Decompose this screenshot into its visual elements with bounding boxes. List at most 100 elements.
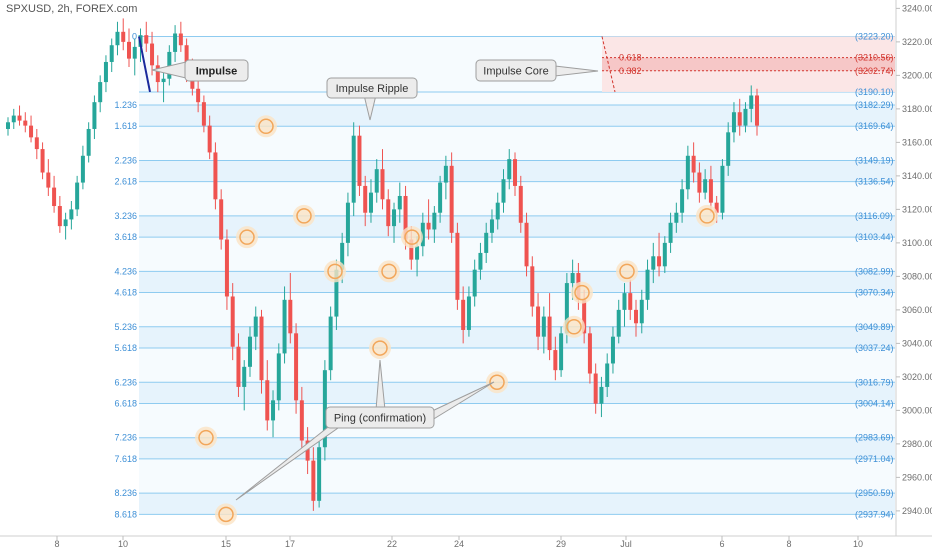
ping-halo: [215, 503, 237, 526]
candle-body: [547, 316, 552, 351]
ping-markers: [195, 115, 718, 526]
fib-band: [139, 493, 895, 515]
fib-ratio-label: 6.236: [114, 377, 137, 387]
fib-ratio-label: 8.618: [114, 509, 137, 519]
candle-body: [726, 132, 731, 166]
candle-body: [345, 202, 350, 243]
candle-body: [455, 232, 460, 300]
y-tick-label: 3100.00: [902, 238, 932, 248]
x-tick-label: 8: [54, 539, 59, 549]
y-tick-label: 2980.00: [902, 439, 932, 449]
fib-price-label: (2971.04): [855, 454, 894, 464]
candle-body: [553, 350, 558, 371]
candle-body: [737, 112, 742, 126]
candle-body: [374, 169, 379, 193]
ping-halo: [571, 281, 593, 304]
fib-ratio-label: 2.618: [114, 177, 137, 187]
candle-body: [103, 61, 108, 83]
candle-body: [150, 43, 155, 66]
candle-body: [639, 299, 644, 324]
ping-halo: [293, 204, 315, 227]
candle-body: [230, 296, 235, 347]
ping-ring: [218, 506, 234, 523]
callouts: Impulse Impulse Ripple Impulse Core Ping (c…: [151, 59, 599, 501]
candle-body: [426, 222, 431, 230]
candle-body: [651, 256, 656, 270]
fib-ratio-label: 8.236: [114, 488, 137, 498]
candle-body: [397, 195, 402, 210]
fib-band: [139, 437, 895, 459]
y-tick-label: 3080.00: [902, 271, 932, 281]
candle-body: [536, 306, 541, 337]
candle-body: [478, 252, 483, 270]
candle-body: [311, 460, 316, 501]
ping-ring: [574, 284, 590, 301]
fib-ratio-label: 4.236: [114, 266, 137, 276]
candle-body: [368, 192, 373, 213]
candle-body: [749, 95, 754, 109]
candle-body: [605, 363, 610, 387]
candle-body: [495, 202, 500, 220]
y-tick-label: 3200.00: [902, 70, 932, 80]
fib-price-label: (3116.09): [855, 211, 893, 221]
candle-body: [40, 149, 45, 173]
candle-body: [570, 273, 575, 284]
fib-price-label: (3070.34): [855, 288, 894, 298]
candle-body: [69, 209, 74, 220]
candle-body: [161, 78, 166, 83]
candle-body: [126, 41, 131, 59]
candle-body: [622, 293, 627, 310]
x-tick-label: 15: [221, 539, 231, 549]
candle-body: [392, 209, 397, 227]
y-tick-label: 3120.00: [902, 204, 932, 214]
candle-body: [363, 185, 368, 213]
candle-body: [196, 88, 201, 103]
fib-ratio-label: 4.618: [114, 288, 137, 298]
fib-labels: 0 (3223.20) (3190.10) 1.236 (3182.29) 1.618 (3…: [114, 32, 893, 520]
candle-body: [489, 219, 494, 233]
ping-halo: [616, 260, 638, 283]
candle-body: [80, 155, 85, 183]
candle-body: [242, 366, 247, 387]
ping-ring: [404, 229, 420, 245]
x-tick-label: 10: [853, 539, 863, 549]
candle-body: [253, 316, 258, 337]
fib-price-label: (3037.24): [855, 343, 894, 353]
candle-body: [17, 115, 22, 121]
candle-body: [351, 135, 356, 203]
candle-body: [432, 212, 437, 230]
candle-body: [559, 333, 564, 371]
candle-body: [680, 189, 685, 213]
y-tick-label: 3140.00: [902, 171, 932, 181]
candle-body: [409, 239, 414, 260]
candle-body: [52, 187, 57, 207]
candle-body: [173, 33, 178, 52]
ping-halo: [324, 260, 346, 283]
x-tick-label: 29: [556, 539, 566, 549]
candle-body: [63, 219, 68, 227]
candle-body: [247, 336, 252, 367]
candle-body: [357, 135, 362, 186]
candle-body: [703, 179, 708, 193]
x-tick-label: 17: [285, 539, 295, 549]
candle-body: [461, 299, 466, 330]
impulse-callout-box: [184, 59, 249, 82]
candle-body: [616, 309, 621, 337]
candle-body: [403, 195, 408, 240]
impulse-core-band: [602, 57, 895, 71]
y-tick-label: 3160.00: [902, 137, 932, 147]
candle-body: [224, 239, 229, 297]
candle-body: [213, 152, 218, 200]
y-tick-label: 3000.00: [902, 405, 932, 415]
candle-body: [668, 222, 673, 243]
ping-halo: [369, 337, 391, 360]
impulse-ripple-callout-box: [326, 77, 418, 99]
fib-price-label: (3082.99): [855, 266, 894, 276]
candle-body: [708, 179, 713, 203]
impulse-core-callout-box: [475, 59, 557, 82]
ping-halo: [195, 426, 217, 449]
candle-body: [564, 283, 569, 334]
candle-body: [219, 199, 224, 240]
candle-body: [207, 125, 212, 153]
